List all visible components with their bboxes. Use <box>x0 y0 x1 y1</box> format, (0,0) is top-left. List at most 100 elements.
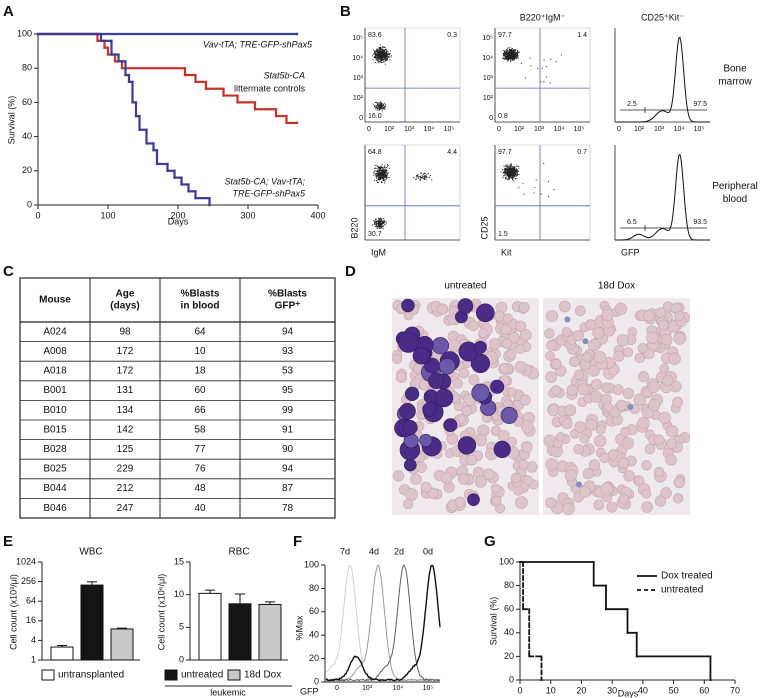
event-dot <box>385 175 387 177</box>
event-dot <box>381 51 383 53</box>
event-dot <box>533 192 535 194</box>
event-dot <box>380 60 382 61</box>
event-dot <box>385 53 387 55</box>
red-blood-cell <box>564 469 577 482</box>
event-dot <box>502 50 504 51</box>
event-dot <box>513 171 515 173</box>
gate-value: 2.5 <box>627 101 637 108</box>
x-tick-label: 70 <box>730 685 740 695</box>
event-dot <box>378 61 380 63</box>
red-blood-cell <box>403 498 414 510</box>
event-dot <box>380 46 382 48</box>
event-dot <box>379 173 381 175</box>
event-dot <box>381 175 383 176</box>
event-dot <box>376 178 378 180</box>
event-dot <box>548 196 549 198</box>
event-dot <box>508 178 510 180</box>
red-blood-cell <box>508 332 520 344</box>
table-cell: 66 <box>194 405 206 416</box>
table-cell: 98 <box>119 326 131 337</box>
red-blood-cell <box>502 313 513 324</box>
bar <box>258 603 282 661</box>
row-label: marrow <box>718 77 752 88</box>
red-blood-cell <box>545 350 555 361</box>
red-blood-cell <box>603 402 614 412</box>
event-dot <box>380 174 382 176</box>
event-dot <box>377 173 379 175</box>
event-dot <box>418 176 420 178</box>
event-dot <box>509 170 511 172</box>
event-dot <box>510 170 512 172</box>
red-blood-cell <box>555 431 566 442</box>
x-tick-label: 300 <box>240 210 255 220</box>
red-blood-cell <box>578 485 592 498</box>
event-dot <box>387 52 389 54</box>
table-cell: 91 <box>282 424 294 435</box>
event-dot <box>380 56 382 58</box>
event-dot <box>383 55 385 57</box>
event-dot <box>375 180 377 181</box>
x-tick-label: 0 <box>35 210 40 220</box>
y-axis-label: Survival (%) <box>6 96 16 145</box>
event-dot <box>506 169 508 170</box>
table-cell: B001 <box>43 385 67 396</box>
legend-label: untransplanted <box>58 670 124 681</box>
event-dot <box>506 57 508 59</box>
event-dot <box>378 105 380 107</box>
red-blood-cell <box>673 476 685 489</box>
event-dot <box>380 105 382 107</box>
event-dot <box>382 55 384 57</box>
event-dot <box>385 176 387 178</box>
x-axis-label: GFP <box>621 247 640 257</box>
event-dot <box>509 175 511 177</box>
event-dot <box>508 167 510 169</box>
event-dot <box>374 50 376 52</box>
event-dot <box>385 57 387 59</box>
event-dot <box>381 177 383 179</box>
event-dot <box>507 49 509 51</box>
event-dot <box>386 176 388 178</box>
event-dot <box>509 171 511 173</box>
event-dot <box>504 55 506 57</box>
event-dot <box>373 171 375 173</box>
event-dot <box>372 103 374 105</box>
x-tick-label: 10⁵ <box>423 685 434 692</box>
quadrant-value: 30.7 <box>368 231 382 238</box>
event-dot <box>376 224 377 226</box>
event-dot <box>379 168 381 170</box>
x-axis-label: GFP <box>300 686 319 696</box>
event-dot <box>382 49 384 51</box>
event-dot <box>511 59 513 61</box>
stained-cell <box>582 338 589 345</box>
event-dot <box>376 54 378 56</box>
event-dot <box>378 221 380 223</box>
event-dot <box>384 56 386 58</box>
red-blood-cell <box>634 352 645 364</box>
y-axis-label: %Max <box>294 615 304 641</box>
event-dot <box>515 173 517 175</box>
event-dot <box>380 51 382 53</box>
event-dot <box>507 175 508 176</box>
event-dot <box>379 226 381 227</box>
blast-cell <box>471 383 490 402</box>
event-dot <box>503 175 505 177</box>
event-dot <box>504 58 506 60</box>
event-dot <box>385 56 387 57</box>
event-dot <box>378 46 380 48</box>
event-dot <box>507 58 509 60</box>
event-dot <box>376 102 378 104</box>
event-dot <box>380 220 382 222</box>
event-dot <box>507 53 509 55</box>
blast-cell <box>434 388 454 408</box>
event-dot <box>509 53 511 55</box>
event-dot <box>384 63 386 65</box>
event-dot <box>378 224 380 226</box>
event-dot <box>385 59 387 61</box>
event-dot <box>376 165 378 167</box>
event-dot <box>386 163 388 165</box>
table-cell: A024 <box>43 326 67 337</box>
x-tick-label: 10³ <box>534 126 545 133</box>
y-tick-label: 0 <box>179 654 184 664</box>
event-dot <box>378 176 380 178</box>
red-blood-cell <box>514 320 527 332</box>
